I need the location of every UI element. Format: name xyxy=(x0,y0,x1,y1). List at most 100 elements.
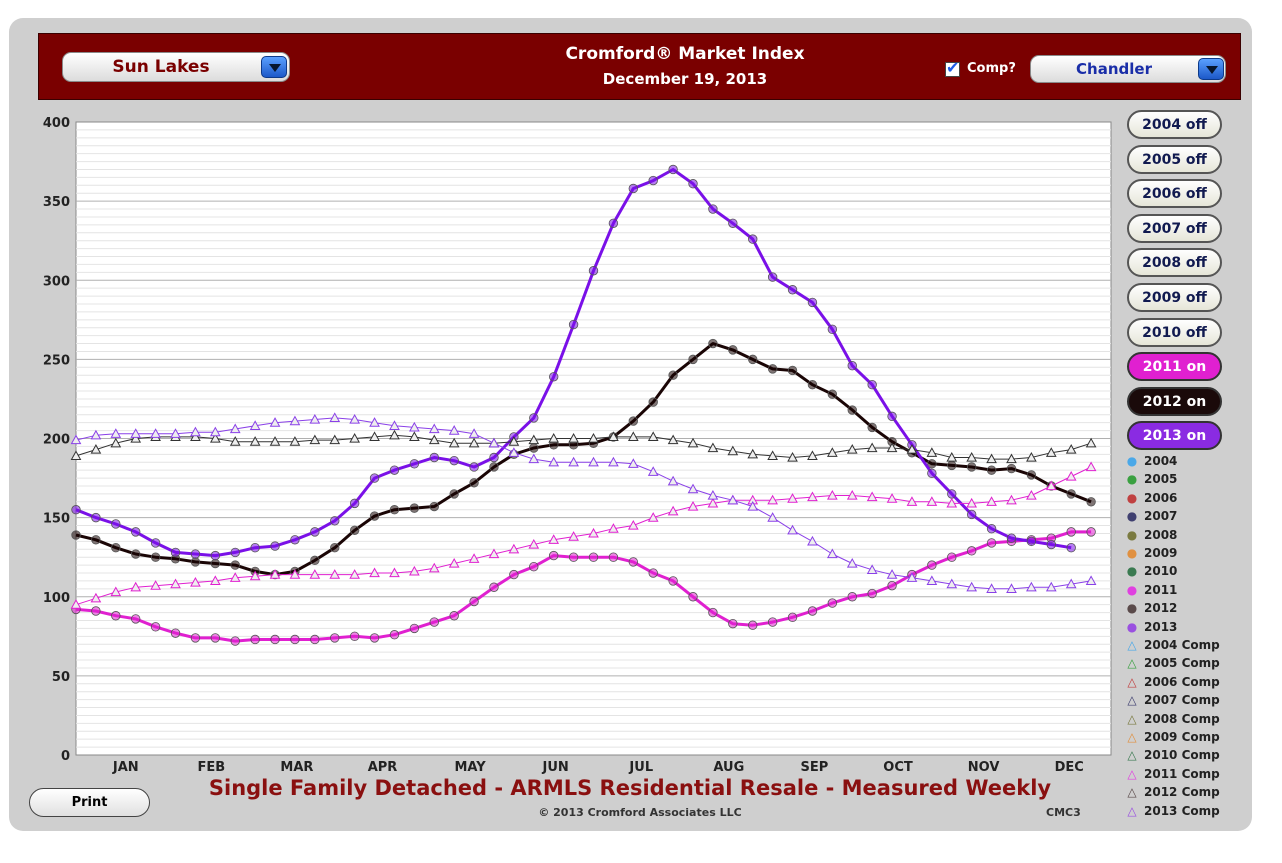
triangle-marker-icon: △ xyxy=(1127,638,1137,652)
x-tick-label: NOV xyxy=(968,760,1000,775)
data-point xyxy=(409,431,420,442)
data-point xyxy=(827,389,838,399)
year-toggle-2013[interactable]: 2013 on xyxy=(1127,421,1222,451)
data-point xyxy=(947,552,957,562)
data-point xyxy=(707,442,719,453)
year-toggle-2004[interactable]: 2004 off xyxy=(1127,110,1222,139)
data-point xyxy=(349,413,361,424)
data-point xyxy=(787,612,798,623)
data-point xyxy=(1065,444,1077,454)
data-point xyxy=(748,234,758,244)
data-point xyxy=(986,538,997,548)
data-point xyxy=(1086,527,1096,537)
data-point xyxy=(1046,539,1056,550)
data-point xyxy=(91,512,101,523)
data-point xyxy=(1006,583,1017,593)
data-point xyxy=(468,553,480,563)
year-toggle-2006[interactable]: 2006 off xyxy=(1127,179,1222,209)
data-point xyxy=(887,580,897,591)
data-point xyxy=(767,272,778,282)
data-point xyxy=(449,611,459,621)
print-button[interactable]: Print xyxy=(29,788,150,817)
legend-label: 2007 xyxy=(1144,509,1178,524)
data-point xyxy=(727,445,739,456)
data-point xyxy=(71,530,81,540)
data-point xyxy=(70,599,82,609)
legend-item: △ 2013 Comp xyxy=(1125,803,1219,820)
data-point xyxy=(986,524,997,534)
data-point xyxy=(190,431,201,442)
comp-checkbox[interactable]: ✔ xyxy=(945,58,960,77)
circle-marker-icon: ● xyxy=(1126,454,1138,468)
data-point xyxy=(369,633,380,643)
data-point xyxy=(568,319,579,330)
data-point xyxy=(428,434,440,445)
data-point xyxy=(886,569,898,579)
data-point xyxy=(1006,533,1017,543)
comp-area-select[interactable]: Chandler xyxy=(1030,55,1226,83)
y-tick-label: 0 xyxy=(61,749,70,764)
data-point xyxy=(648,568,658,578)
data-point xyxy=(568,456,579,467)
checkmark-icon: ✔ xyxy=(946,58,960,77)
year-toggle-2011[interactable]: 2011 on xyxy=(1127,352,1222,382)
legend-label: 2012 Comp xyxy=(1144,785,1220,800)
year-toggle-2009[interactable]: 2009 off xyxy=(1127,283,1222,312)
data-point xyxy=(847,361,857,371)
data-point xyxy=(1085,437,1097,448)
y-tick-label: 350 xyxy=(43,195,70,210)
data-point xyxy=(209,575,221,586)
data-point xyxy=(767,450,778,461)
data-point xyxy=(190,426,201,437)
data-point xyxy=(409,503,420,513)
data-point xyxy=(548,372,559,382)
year-toggle-2005[interactable]: 2005 off xyxy=(1127,144,1222,174)
data-point xyxy=(1026,489,1037,500)
legend-label: 2011 xyxy=(1144,582,1178,597)
data-point xyxy=(708,607,718,618)
legend-item: ● 2007 xyxy=(1125,508,1178,525)
y-tick-label: 300 xyxy=(43,274,70,289)
x-tick-label: MAY xyxy=(455,760,487,775)
data-point xyxy=(787,285,798,295)
data-point xyxy=(1066,527,1076,537)
y-tick-label: 50 xyxy=(52,670,70,685)
data-point xyxy=(827,324,838,335)
data-point xyxy=(448,557,460,568)
legend-label: 2013 xyxy=(1144,619,1178,634)
year-toggle-2007[interactable]: 2007 off xyxy=(1127,213,1222,243)
data-point xyxy=(1086,497,1096,507)
data-point xyxy=(429,501,439,512)
data-point xyxy=(867,422,877,433)
data-point xyxy=(548,534,560,544)
data-point xyxy=(269,569,281,579)
data-point xyxy=(289,436,301,446)
legend-label: 2004 Comp xyxy=(1144,638,1220,652)
legend-label: 2008 Comp xyxy=(1144,711,1220,726)
year-toggle-2008[interactable]: 2008 off xyxy=(1127,248,1222,278)
data-point xyxy=(130,428,142,438)
data-point xyxy=(966,509,977,520)
data-point xyxy=(90,444,102,454)
x-tick-label: DEC xyxy=(1055,760,1084,775)
year-toggle-2012[interactable]: 2012 on xyxy=(1127,386,1222,416)
data-point xyxy=(1045,581,1057,592)
triangle-marker-icon: △ xyxy=(1127,711,1137,726)
chart-subtitle: Single Family Detached - ARMLS Residenti… xyxy=(208,776,1052,800)
series-line xyxy=(75,530,1092,643)
data-point xyxy=(1006,494,1017,505)
data-point xyxy=(846,489,858,500)
area-select[interactable]: Sun Lakes xyxy=(62,52,290,82)
data-point xyxy=(846,444,858,454)
data-point xyxy=(90,592,102,603)
data-point xyxy=(627,431,639,442)
data-point xyxy=(667,434,679,445)
data-point xyxy=(249,570,261,581)
data-point xyxy=(529,561,539,572)
data-point xyxy=(349,569,361,579)
year-toggle-2010[interactable]: 2010 off xyxy=(1127,317,1222,347)
data-point xyxy=(508,543,520,554)
circle-marker-icon: ● xyxy=(1126,619,1138,634)
data-point xyxy=(369,511,380,521)
x-tick-label: AUG xyxy=(713,760,744,775)
